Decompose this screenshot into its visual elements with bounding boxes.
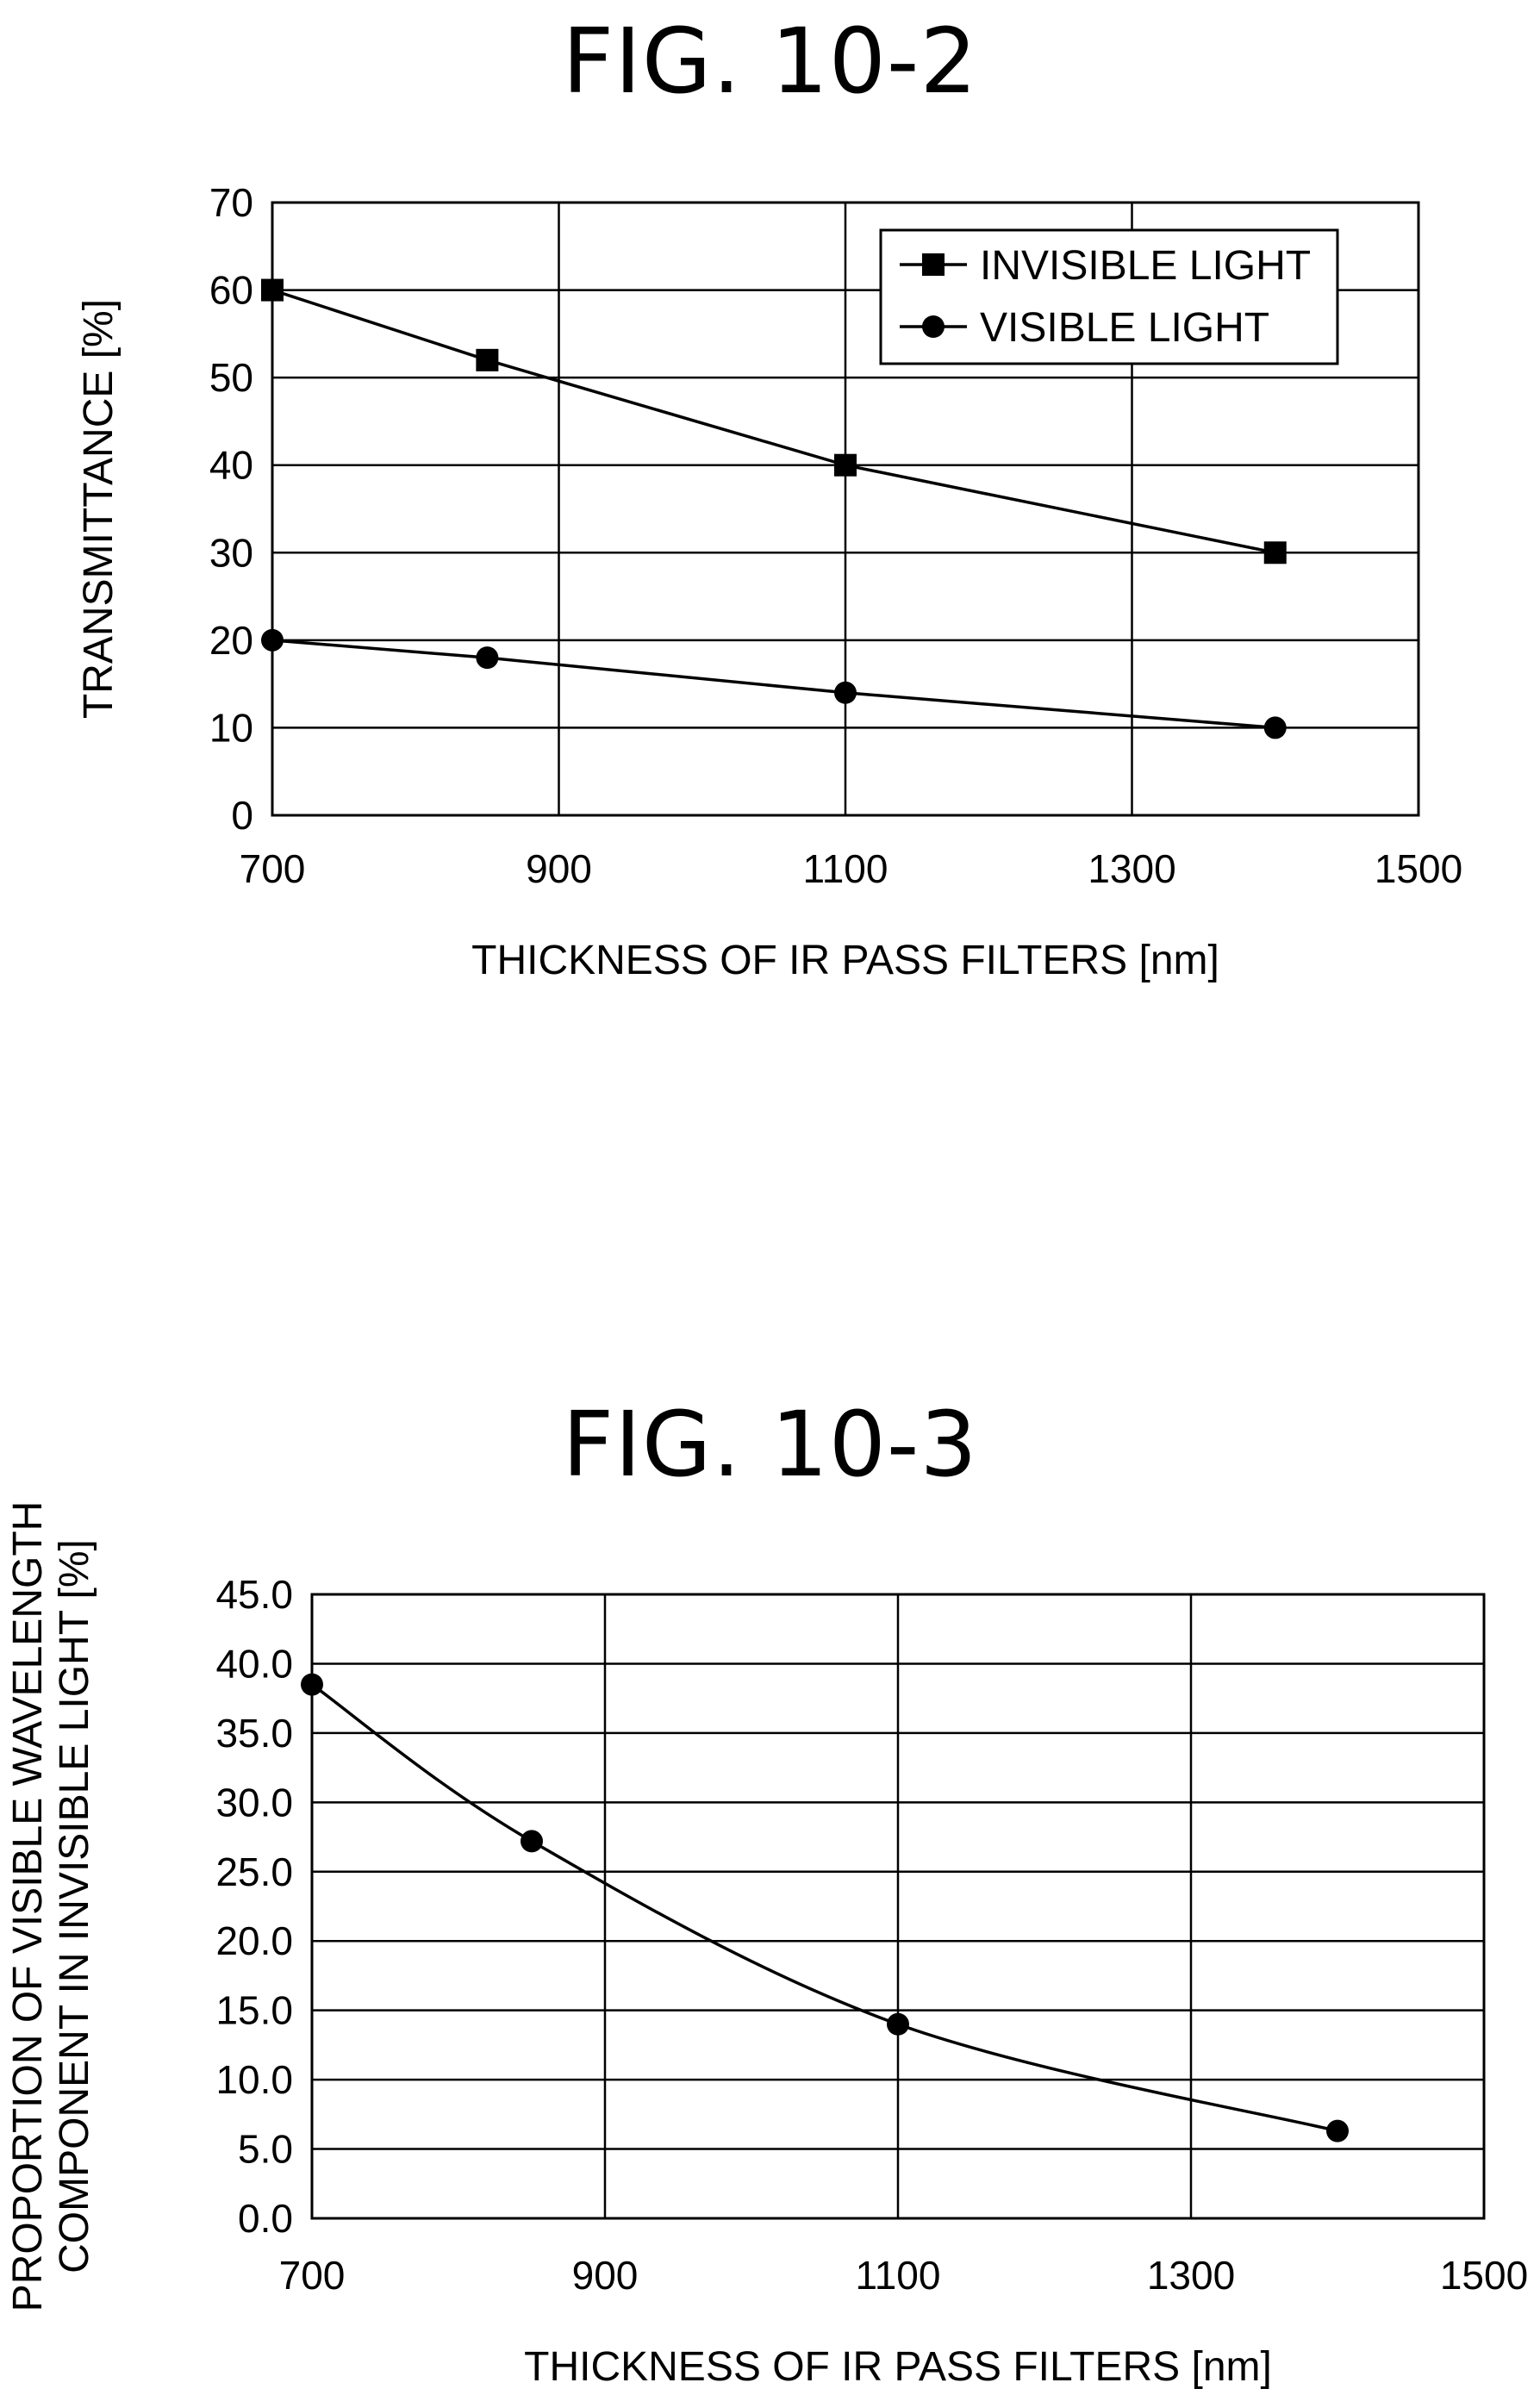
plot-area-frame bbox=[310, 1593, 1486, 2220]
data-point-square bbox=[261, 278, 284, 302]
x-axis-label: THICKNESS OF IR PASS FILTERS [nm] bbox=[524, 2344, 1272, 2390]
y-tick-label: 40 bbox=[209, 443, 253, 488]
series-line bbox=[310, 1683, 1338, 2133]
data-point-circle bbox=[521, 1830, 543, 1853]
y-tick-label: 10.0 bbox=[215, 2057, 293, 2102]
x-axis-label: THICKNESS OF IR PASS FILTERS [nm] bbox=[471, 938, 1219, 983]
x-tick-label: 900 bbox=[572, 2253, 639, 2298]
legend-label: VISIBLE LIGHT bbox=[980, 305, 1269, 351]
x-tick-label: 1500 bbox=[1440, 2253, 1528, 2298]
x-tick-label: 900 bbox=[526, 846, 592, 891]
data-point-square bbox=[1263, 541, 1287, 564]
y-tick-label: 45.0 bbox=[215, 1572, 293, 1617]
x-tick-label: 700 bbox=[240, 846, 306, 891]
figure-10-3-title: FIG. 10-3 bbox=[562, 1392, 978, 1497]
legend-marker-circle bbox=[922, 315, 945, 338]
y-tick-label: 20.0 bbox=[215, 1918, 293, 1963]
y-tick-label: 35.0 bbox=[215, 1711, 293, 1756]
x-tick-label: 1100 bbox=[856, 2253, 941, 2298]
series-line bbox=[271, 639, 1275, 730]
series-line bbox=[271, 288, 1276, 555]
data-point-circle bbox=[1326, 2119, 1349, 2142]
data-point-circle bbox=[887, 2012, 909, 2036]
y-tick-label: 0 bbox=[231, 793, 253, 838]
y-axis-label: PROPORTION OF VISIBLE WAVELENGTH bbox=[5, 1501, 51, 2312]
x-tick-label: 1300 bbox=[1147, 2253, 1235, 2298]
data-point-square bbox=[834, 453, 857, 477]
y-tick-label: 40.0 bbox=[215, 1641, 293, 1686]
y-tick-label: 60 bbox=[209, 268, 253, 313]
plot-area-frame bbox=[271, 201, 1420, 817]
y-axis-label: TRANSMITTANCE [%] bbox=[76, 299, 122, 719]
y-axis-label: COMPONENT IN INVISIBLE LIGHT [%] bbox=[52, 1539, 97, 2273]
legend-marker-square bbox=[922, 253, 945, 276]
y-tick-label: 0.0 bbox=[238, 2196, 293, 2241]
data-point-circle bbox=[476, 646, 499, 670]
x-tick-label: 1300 bbox=[1088, 846, 1175, 891]
x-tick-label: 1500 bbox=[1375, 846, 1462, 891]
data-point-circle bbox=[834, 681, 857, 704]
x-tick-label: 700 bbox=[279, 2253, 346, 2298]
y-tick-label: 70 bbox=[209, 180, 253, 225]
x-tick-label: 1100 bbox=[803, 846, 888, 891]
data-point-circle bbox=[261, 628, 284, 652]
data-point-circle bbox=[301, 1673, 323, 1696]
y-tick-label: 25.0 bbox=[215, 1849, 293, 1894]
legend-box bbox=[879, 228, 1339, 365]
y-tick-label: 30 bbox=[209, 530, 253, 575]
y-tick-label: 20 bbox=[209, 618, 253, 663]
figure-10-2-title: FIG. 10-2 bbox=[562, 9, 978, 114]
y-tick-label: 30.0 bbox=[215, 1780, 293, 1824]
y-tick-label: 10 bbox=[209, 705, 253, 750]
data-point-square bbox=[476, 348, 499, 371]
data-point-circle bbox=[1263, 716, 1287, 739]
y-tick-label: 5.0 bbox=[238, 2127, 293, 2172]
y-tick-label: 15.0 bbox=[215, 1988, 293, 2033]
y-tick-label: 50 bbox=[209, 355, 253, 400]
legend-label: INVISIBLE LIGHT bbox=[980, 243, 1311, 289]
chart-fig-10-2: 700 900 1100 1300 1500 0 10 20 30 40 50 60 70 THICKNE… bbox=[76, 180, 1462, 983]
